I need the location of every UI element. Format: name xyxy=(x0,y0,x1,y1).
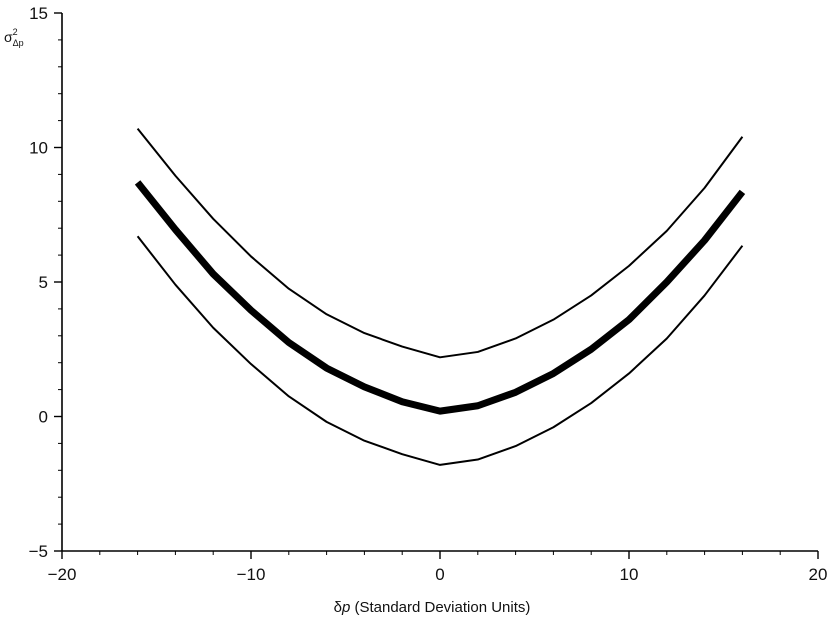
series-line-upper xyxy=(136,128,744,359)
y-tick-label: 10 xyxy=(29,139,48,158)
axes: −20 −10 0 10 20 −5 0 5 10 15 xyxy=(29,4,828,584)
x-axis-title-rest: (Standard Deviation Units) xyxy=(350,599,530,616)
plot-area xyxy=(134,128,746,466)
series-line-lower xyxy=(136,235,744,466)
y-axis-title-sup: 2 xyxy=(13,27,18,37)
y-axis-title: σ2 Δp xyxy=(4,27,24,48)
series-line-center xyxy=(134,180,746,415)
x-tick-label: −20 xyxy=(48,565,77,584)
y-tick-label: 5 xyxy=(39,273,48,292)
y-tick-label: 0 xyxy=(39,408,48,427)
y-tick-label: −5 xyxy=(29,542,48,561)
x-tick-label: 0 xyxy=(435,565,444,584)
axis-labels: δp (Standard Deviation Units) σ2 Δp xyxy=(4,27,530,616)
x-tick-label: 20 xyxy=(809,565,828,584)
y-axis-title-sub: Δp xyxy=(13,38,24,48)
x-axis-title-symbol: δ xyxy=(334,599,342,616)
x-tick-label: −10 xyxy=(237,565,266,584)
x-axis-title-var: p xyxy=(341,599,350,616)
x-axis-title: δp (Standard Deviation Units) xyxy=(334,599,531,616)
y-tick-label: 15 xyxy=(29,4,48,23)
y-axis-title-base: σ xyxy=(4,29,13,45)
x-tick-label: 10 xyxy=(620,565,639,584)
